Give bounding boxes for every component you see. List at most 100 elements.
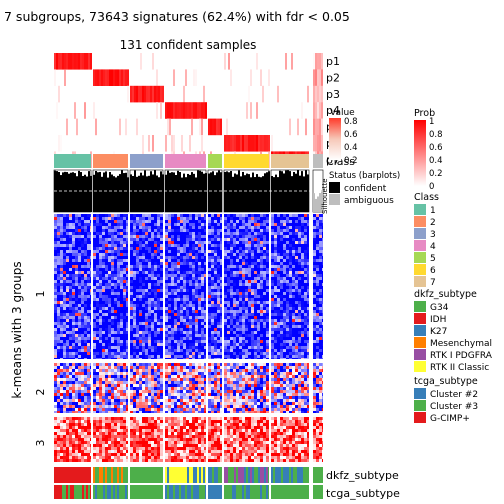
- heatmap-cell: [292, 241, 295, 244]
- heatmap-cell: [120, 292, 123, 295]
- prob-cell: [317, 118, 319, 136]
- heatmap-cell: [90, 235, 91, 238]
- heatmap-cell: [316, 283, 319, 286]
- heatmap-cell: [151, 334, 154, 337]
- heatmap-cell: [224, 301, 227, 304]
- heatmap-cell: [307, 298, 309, 301]
- heatmap-cell: [183, 256, 186, 259]
- heatmap-cell: [123, 369, 126, 372]
- heatmap-cell: [139, 238, 142, 241]
- prob-cell: [56, 102, 58, 119]
- heatmap-cell: [204, 295, 206, 298]
- heatmap-cell: [239, 223, 242, 226]
- heatmap-cell: [145, 274, 148, 277]
- heatmap-cell: [81, 310, 84, 313]
- heatmap-cell: [78, 363, 81, 366]
- silhouette-bar: [132, 175, 134, 212]
- heatmap-cell: [224, 235, 227, 238]
- heatmap-cell: [102, 363, 105, 366]
- heatmap-cell: [78, 247, 81, 250]
- heatmap-cell: [230, 262, 233, 265]
- heatmap-cell: [54, 319, 57, 322]
- heatmap-cell: [189, 313, 192, 316]
- heatmap-cell: [60, 292, 63, 295]
- prob-cell: [97, 69, 99, 86]
- heatmap-cell: [123, 265, 126, 268]
- heatmap-cell: [239, 298, 242, 301]
- heatmap-cell: [220, 340, 222, 343]
- heatmap-cell: [274, 217, 277, 220]
- heatmap-cell: [139, 253, 142, 256]
- heatmap-cell: [177, 265, 180, 268]
- heatmap-cell: [245, 286, 248, 289]
- heatmap-cell: [93, 343, 96, 346]
- heatmap-cell: [66, 283, 69, 286]
- silhouette-bar: [262, 176, 264, 212]
- heatmap-cell: [126, 283, 128, 286]
- heatmap-cell: [66, 322, 69, 325]
- heatmap-cell: [208, 292, 211, 295]
- heatmap-cell: [180, 229, 183, 232]
- heatmap-cell: [171, 226, 174, 229]
- heatmap-cell: [84, 289, 87, 292]
- heatmap-cell: [260, 274, 263, 277]
- heatmap-cell: [69, 352, 72, 355]
- heatmap-cell: [204, 322, 206, 325]
- heatmap-cell: [99, 346, 102, 349]
- heatmap-cell: [90, 292, 91, 295]
- heatmap-cell: [322, 280, 323, 283]
- heatmap-cell: [301, 349, 304, 352]
- heatmap-cell: [151, 283, 154, 286]
- heatmap-cell: [72, 262, 75, 265]
- heatmap-cell: [75, 259, 78, 262]
- heatmap-cell: [251, 223, 254, 226]
- heatmap-cell: [289, 343, 292, 346]
- heatmap-cell: [93, 295, 96, 298]
- heatmap-cell: [160, 298, 163, 301]
- heatmap-cell: [75, 253, 78, 256]
- heatmap-cell: [168, 343, 171, 346]
- heatmap-cell: [227, 322, 230, 325]
- heatmap-cell: [248, 289, 251, 292]
- heatmap-cell: [120, 316, 123, 319]
- heatmap-cell: [160, 262, 163, 265]
- heatmap-cell: [108, 223, 111, 226]
- heatmap-cell: [72, 295, 75, 298]
- heatmap-cell: [260, 238, 263, 241]
- heatmap-cell: [145, 349, 148, 352]
- heatmap-cell: [60, 369, 63, 372]
- heatmap-cell: [322, 271, 323, 274]
- heatmap-cell: [266, 369, 269, 372]
- heatmap-cell: [224, 331, 227, 334]
- heatmap-cell: [220, 337, 222, 340]
- heatmap-cell: [230, 316, 233, 319]
- heatmap-cell: [211, 343, 214, 346]
- heatmap-cell: [63, 301, 66, 304]
- heatmap-cell: [277, 331, 280, 334]
- heatmap-cell: [66, 223, 69, 226]
- heatmap-cell: [130, 358, 133, 359]
- heatmap-cell: [251, 280, 254, 283]
- heatmap-cell: [233, 256, 236, 259]
- heatmap-cell: [174, 289, 177, 292]
- heatmap-cell: [292, 369, 295, 372]
- heatmap-cell: [208, 310, 211, 313]
- heatmap-cell: [117, 352, 120, 355]
- heatmap-cell: [295, 349, 298, 352]
- prob-cell: [256, 53, 258, 70]
- heatmap-cell: [217, 355, 220, 358]
- heatmap-cell: [301, 301, 304, 304]
- heatmap-cell: [254, 268, 257, 271]
- heatmap-cell: [217, 268, 220, 271]
- prob-cell: [321, 135, 323, 152]
- heatmap-cell: [154, 331, 157, 334]
- prob-cell: [307, 85, 309, 103]
- prob-cell: [119, 69, 121, 86]
- heatmap-cell: [257, 292, 260, 295]
- silhouette-bar: [256, 174, 258, 212]
- heatmap-cell: [75, 304, 78, 307]
- heatmap-cell: [274, 340, 277, 343]
- heatmap-cell: [319, 301, 322, 304]
- prob-cell: [152, 135, 154, 152]
- heatmap-cell: [192, 244, 195, 247]
